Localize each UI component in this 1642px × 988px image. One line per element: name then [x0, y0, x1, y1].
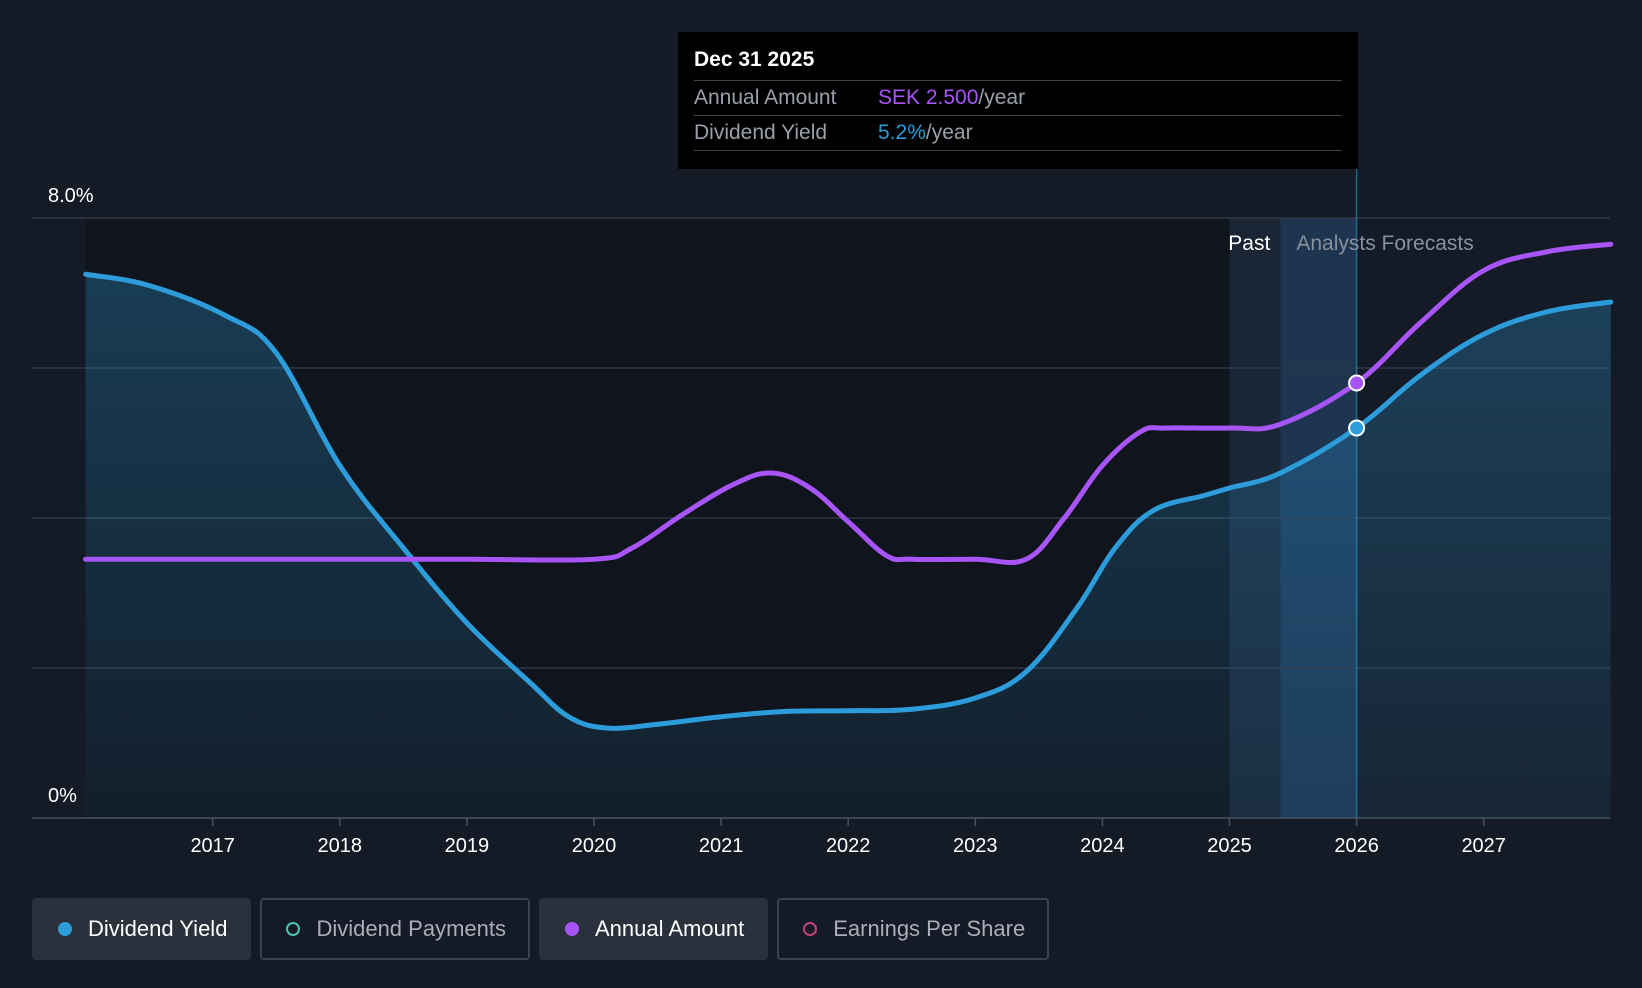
earnings-per-share-ring-icon: [803, 922, 818, 936]
legend-label: Dividend Payments: [316, 916, 506, 941]
tooltip: Dec 31 2025 Annual Amount SEK 2.500 /yea…: [678, 32, 1358, 169]
x-tick-label: 2017: [190, 835, 235, 857]
legend-earnings-per-share-button[interactable]: Earnings Per Share: [777, 898, 1050, 960]
legend-label: Earnings Per Share: [833, 916, 1026, 941]
x-tick-label: 2018: [318, 835, 363, 857]
legend-label: Annual Amount: [594, 916, 745, 941]
tooltip-label: Annual Amount: [694, 86, 837, 109]
tooltip-unit: /year: [978, 86, 1026, 109]
dividend-yield-marker[interactable]: [1348, 419, 1366, 437]
legend: Dividend Yield Dividend Payments Annual …: [32, 898, 1050, 960]
dividend-yield-line[interactable]: [83, 271, 1614, 731]
analysts-forecasts-label: Analysts Forecasts: [1296, 232, 1473, 255]
past-label: Past: [1228, 232, 1270, 255]
tooltip-date: Dec 31 2025: [694, 46, 1342, 81]
annual-amount-dot-icon: [564, 922, 579, 936]
dividend-yield-dot-icon: [58, 922, 72, 936]
x-tick-label: 2025: [1207, 835, 1252, 857]
legend-dividend-payments-button[interactable]: Dividend Payments: [260, 898, 530, 960]
dividend-payments-ring-icon: [286, 922, 301, 936]
x-tick-label: 2022: [826, 835, 871, 857]
x-tick-label: 2021: [699, 835, 744, 857]
tooltip-row-dividend-yield: Dividend Yield 5.2% /year: [694, 116, 1342, 151]
x-tick-label: 2026: [1334, 835, 1379, 857]
tooltip-value: SEK 2.500: [878, 86, 979, 109]
y-axis-bottom-label: 0%: [48, 785, 77, 807]
dividend-yield-area: [85, 274, 1611, 818]
legend-dividend-yield-button[interactable]: Dividend Yield: [32, 898, 252, 960]
x-tick-label: 2027: [1461, 835, 1506, 857]
x-tick-label: 2019: [445, 835, 490, 857]
x-tick-label: 2023: [953, 835, 998, 857]
x-tick-label: 2024: [1080, 835, 1125, 857]
tooltip-label: Dividend Yield: [694, 121, 828, 144]
legend-annual-amount-button[interactable]: Annual Amount: [538, 898, 769, 960]
tooltip-unit: /year: [925, 121, 973, 144]
legend-label: Dividend Yield: [88, 916, 228, 941]
annual-amount-marker[interactable]: [1348, 374, 1366, 392]
tooltip-row-annual-amount: Annual Amount SEK 2.500 /year: [694, 81, 1342, 116]
tooltip-value: 5.2%: [878, 121, 926, 144]
y-axis-top-label: 8.0%: [48, 185, 94, 207]
x-tick-label: 2020: [572, 835, 617, 857]
